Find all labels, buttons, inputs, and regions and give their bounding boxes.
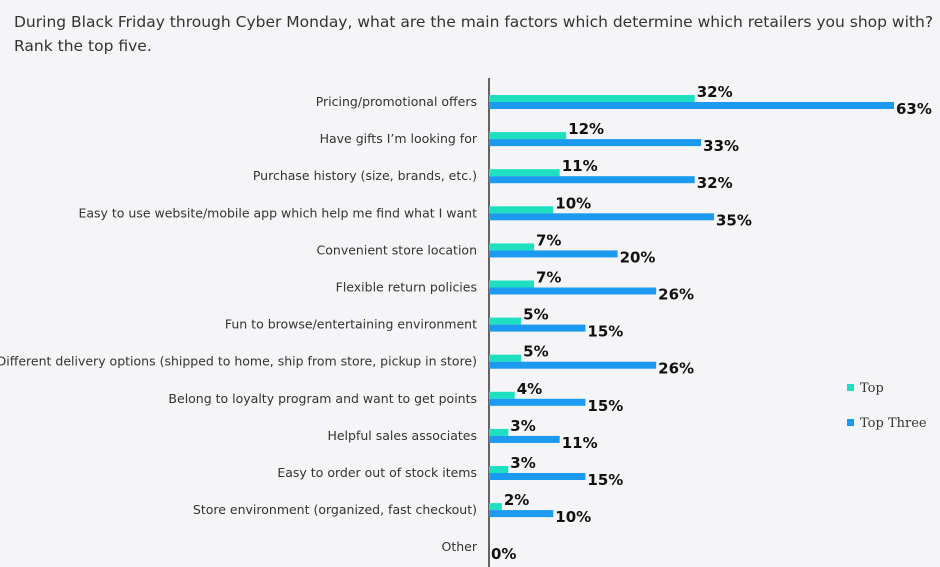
category-label: Fun to browse/entertaining environment bbox=[225, 317, 477, 332]
category-label: Belong to loyalty program and want to ge… bbox=[168, 391, 477, 406]
data-label: 7% bbox=[536, 231, 561, 249]
bar-top-three bbox=[489, 139, 702, 147]
bar-top bbox=[489, 169, 560, 177]
bar-top-three bbox=[489, 213, 714, 221]
bar-top bbox=[489, 280, 534, 288]
bar-top-three bbox=[489, 287, 657, 295]
data-label: 63% bbox=[896, 100, 932, 118]
data-label: 0% bbox=[491, 545, 516, 563]
data-label: 32% bbox=[697, 83, 733, 101]
bar-top bbox=[489, 466, 509, 473]
bar-top-three bbox=[489, 250, 618, 258]
category-label: Helpful sales associates bbox=[327, 428, 477, 443]
category-label: Convenient store location bbox=[317, 242, 477, 257]
data-label: 3% bbox=[510, 454, 535, 472]
legend-label: Top Three bbox=[860, 416, 927, 431]
data-label: 20% bbox=[620, 248, 656, 266]
data-label: 12% bbox=[568, 120, 604, 138]
data-label: 11% bbox=[562, 434, 598, 452]
bar-top bbox=[489, 391, 515, 399]
bar-top-three bbox=[489, 361, 657, 369]
category-label: Store environment (organized, fast check… bbox=[193, 502, 477, 517]
data-label: 35% bbox=[716, 211, 752, 229]
category-label: Different delivery options (shipped to h… bbox=[0, 354, 477, 369]
bar-top bbox=[489, 503, 502, 511]
bar-top-three bbox=[489, 398, 586, 406]
data-label: 15% bbox=[587, 323, 623, 341]
data-label: 3% bbox=[510, 417, 535, 435]
data-label: 5% bbox=[523, 343, 548, 361]
data-label: 11% bbox=[562, 157, 598, 175]
bar-top-three bbox=[489, 324, 586, 332]
category-label: Other bbox=[442, 539, 478, 554]
legend-swatch bbox=[847, 384, 854, 391]
data-label: 7% bbox=[536, 269, 561, 287]
bar-top bbox=[489, 354, 522, 362]
data-label: 15% bbox=[587, 471, 623, 489]
data-label: 4% bbox=[517, 380, 542, 398]
category-label: Easy to use website/mobile app which hel… bbox=[78, 205, 477, 220]
bar-top bbox=[489, 317, 522, 325]
data-label: 15% bbox=[587, 397, 623, 415]
bar-top bbox=[489, 428, 509, 436]
data-label: 10% bbox=[555, 508, 591, 526]
category-label: Flexible return policies bbox=[336, 280, 477, 295]
chart-title: During Black Friday through Cyber Monday… bbox=[14, 13, 934, 55]
bar-top bbox=[489, 243, 534, 251]
data-label: 10% bbox=[555, 194, 591, 212]
bar-top-three bbox=[489, 473, 586, 480]
category-label: Pricing/promotional offers bbox=[316, 94, 477, 109]
category-label: Easy to order out of stock items bbox=[277, 465, 477, 480]
data-label: 33% bbox=[703, 137, 739, 155]
bar-top bbox=[489, 206, 554, 214]
data-label: 5% bbox=[523, 306, 548, 324]
bar-top bbox=[489, 132, 567, 140]
legend-swatch bbox=[847, 419, 854, 426]
bar-top-three bbox=[489, 510, 554, 518]
bar-top-three bbox=[489, 102, 894, 109]
legend-label: Top bbox=[860, 381, 884, 396]
bar-top bbox=[489, 95, 695, 102]
data-label: 2% bbox=[504, 491, 529, 509]
data-label: 26% bbox=[658, 286, 694, 304]
data-label: 32% bbox=[697, 174, 733, 192]
data-label: 26% bbox=[658, 360, 694, 378]
category-label: Have gifts I’m looking for bbox=[320, 131, 478, 146]
category-label: Purchase history (size, brands, etc.) bbox=[253, 168, 477, 183]
bar-top-three bbox=[489, 176, 695, 184]
bar-top-three bbox=[489, 435, 560, 443]
